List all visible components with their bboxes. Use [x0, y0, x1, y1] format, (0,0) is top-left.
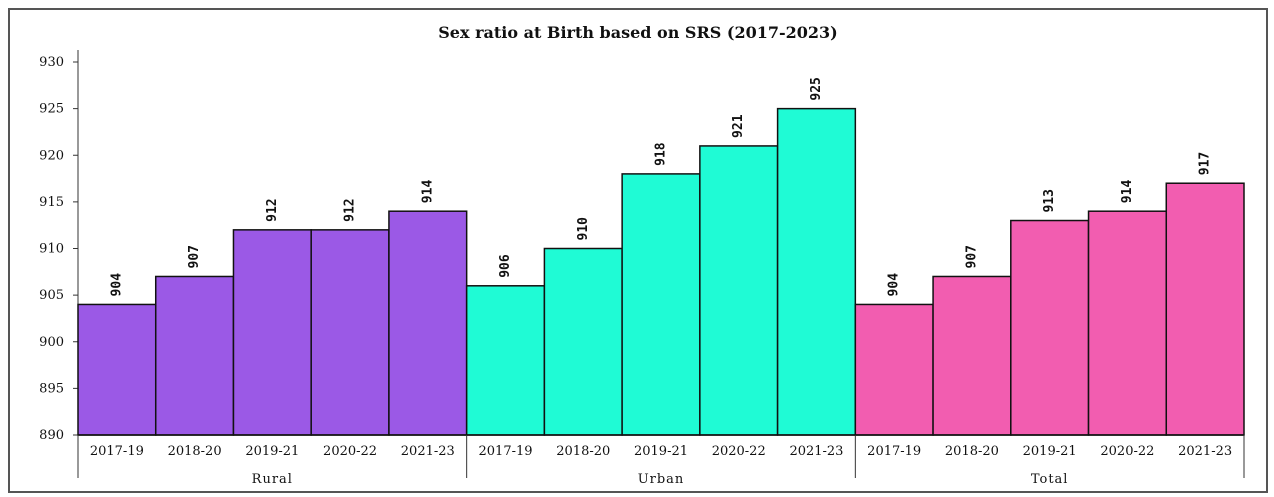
x-tick-label: 2018-20	[168, 444, 222, 459]
bar-total-2018-20	[932, 275, 1012, 436]
x-tick-label: 2021-23	[1178, 444, 1232, 459]
bar-rural-2017-19	[77, 303, 157, 436]
bar-value-label: 912	[343, 198, 358, 221]
y-tick-label: 910	[39, 242, 64, 257]
group-label-rural: Rural	[252, 472, 293, 487]
bar-value-labels: 904 907 912 912 914 906 910 918 921 925 904 907 913 9…	[109, 77, 1212, 296]
x-tick-label: 2021-23	[401, 444, 455, 459]
bar-value-label: 918	[654, 142, 669, 166]
y-axis: 890 895 900 905 910 915 920 925 930	[39, 50, 79, 443]
bar-urban-2018-20	[543, 247, 623, 436]
y-tick-label: 915	[39, 195, 64, 210]
bar-urban-2021-23	[776, 107, 857, 436]
bar-total-2019-21	[1010, 219, 1090, 436]
y-tick-label: 920	[39, 148, 64, 163]
bar-rural-2018-20	[154, 275, 235, 436]
x-tick-label: 2020-22	[712, 444, 766, 459]
bar-value-label: 907	[964, 245, 979, 268]
x-tick-label: 2019-21	[634, 444, 688, 459]
bar-value-label: 904	[887, 273, 902, 297]
x-tick-label: 2017-19	[867, 444, 921, 459]
y-tick-label: 895	[39, 381, 64, 396]
bar-value-label: 912	[265, 198, 280, 221]
bars	[77, 107, 1245, 436]
bar-value-label: 904	[109, 273, 124, 297]
bar-value-label: 910	[576, 217, 591, 241]
bar-value-label: 914	[420, 180, 435, 204]
bar-value-label: 921	[731, 114, 746, 138]
bar-value-label: 913	[1042, 189, 1057, 212]
x-tick-label: 2018-20	[945, 444, 999, 459]
x-tick-label: 2019-21	[245, 444, 299, 459]
y-tick-label: 900	[39, 335, 64, 350]
bar-total-2021-23	[1165, 182, 1245, 436]
y-tick-label: 905	[39, 288, 64, 303]
bar-total-2020-22	[1087, 210, 1168, 436]
x-tick-label: 2020-22	[323, 444, 377, 459]
x-tick-label: 2017-19	[479, 444, 533, 459]
bar-rural-2020-22	[310, 229, 390, 436]
bar-rural-2021-23	[388, 210, 468, 436]
bar-value-label: 907	[187, 245, 202, 268]
bar-value-label: 914	[1120, 180, 1135, 204]
bar-total-2017-19	[854, 303, 934, 436]
group-label-total: Total	[1031, 472, 1069, 487]
x-tick-label: 2019-21	[1023, 444, 1077, 459]
chart-title: Sex ratio at Birth based on SRS (2017-20…	[438, 23, 838, 42]
y-tick-label: 890	[39, 428, 64, 443]
bar-rural-2019-21	[232, 229, 312, 436]
x-tick-label: 2020-22	[1100, 444, 1154, 459]
chart-frame: Sex ratio at Birth based on SRS (2017-20…	[8, 8, 1268, 493]
x-tick-label: 2021-23	[789, 444, 843, 459]
bar-value-label: 906	[498, 254, 513, 278]
x-tick-label: 2017-19	[90, 444, 144, 459]
bar-urban-2017-19	[465, 285, 546, 436]
bar-urban-2020-22	[699, 145, 779, 436]
bar-urban-2019-21	[621, 173, 701, 436]
y-tick-label: 930	[39, 55, 64, 70]
x-axis: 2017-19 2018-20 2019-21 2020-22 2021-23 2017-…	[77, 434, 1245, 487]
x-tick-label: 2018-20	[556, 444, 610, 459]
bar-chart: Sex ratio at Birth based on SRS (2017-20…	[39, 23, 1245, 487]
bar-value-label: 925	[809, 77, 824, 100]
y-tick-label: 925	[39, 102, 64, 117]
group-label-urban: Urban	[638, 472, 685, 487]
bar-value-label: 917	[1198, 152, 1213, 175]
